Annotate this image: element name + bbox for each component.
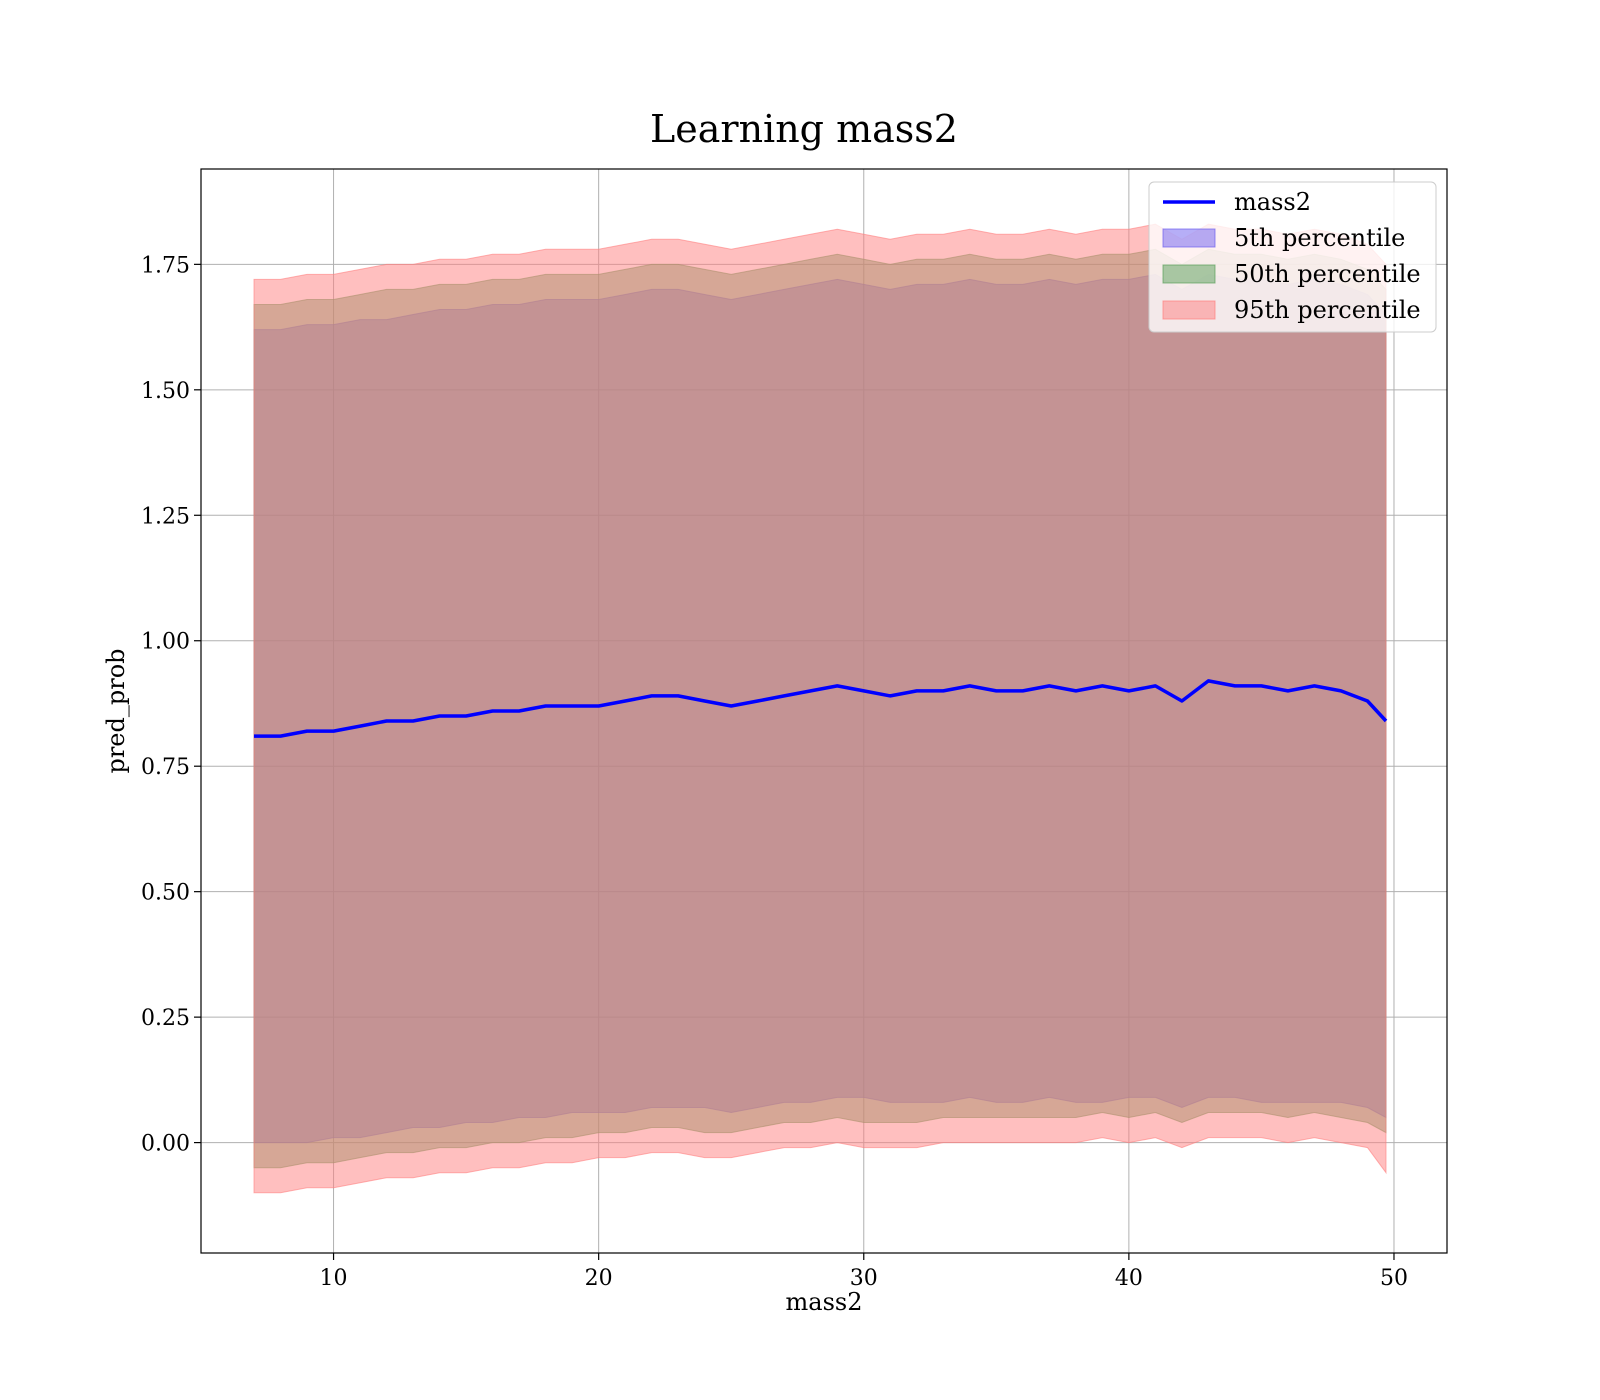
y-tick-label: 1.75 — [141, 253, 190, 278]
legend-label: 5th percentile — [1234, 224, 1405, 252]
legend-label: mass2 — [1234, 188, 1311, 216]
y-tick-label: 1.25 — [141, 504, 190, 529]
x-tick-label: 50 — [1380, 1266, 1408, 1291]
y-tick-label: 1.50 — [141, 379, 190, 404]
plot-area — [200, 168, 1448, 1254]
legend-swatch — [1162, 264, 1216, 284]
series-lines — [254, 679, 1388, 738]
legend-label: 95th percentile — [1234, 296, 1421, 324]
x-tick-label: 20 — [585, 1266, 613, 1291]
y-tick-label: 0.00 — [141, 1132, 190, 1157]
x-tick-label: 10 — [320, 1266, 348, 1291]
legend-swatch — [1162, 228, 1216, 248]
legend-swatch — [1162, 300, 1216, 320]
percentile-bands — [253, 223, 1387, 1194]
y-axis-label: pred_prob — [102, 648, 130, 773]
legend: mass2 5th percentile 50th percentile 95th p… — [1148, 181, 1437, 333]
chart-title: Learning mass2 — [650, 107, 958, 151]
x-tick-label: 40 — [1115, 1266, 1143, 1291]
x-axis-label: mass2 — [786, 1288, 863, 1316]
y-axis: 0.00 0.25 0.50 0.75 1.00 1.25 1.50 1.75 — [141, 253, 201, 1157]
legend-box — [1148, 181, 1437, 333]
line-0 — [254, 679, 1388, 738]
legend-label: 50th percentile — [1234, 260, 1421, 288]
x-axis: 10 20 30 40 50 — [320, 1253, 1408, 1291]
y-tick-label: 0.25 — [141, 1006, 190, 1031]
x-tick-label: 30 — [850, 1266, 878, 1291]
band-3 — [253, 223, 1387, 1194]
y-tick-label: 0.75 — [141, 755, 190, 780]
y-tick-label: 1.00 — [141, 630, 190, 655]
plot-frame — [200, 168, 1448, 1254]
y-tick-label: 0.50 — [141, 881, 190, 906]
